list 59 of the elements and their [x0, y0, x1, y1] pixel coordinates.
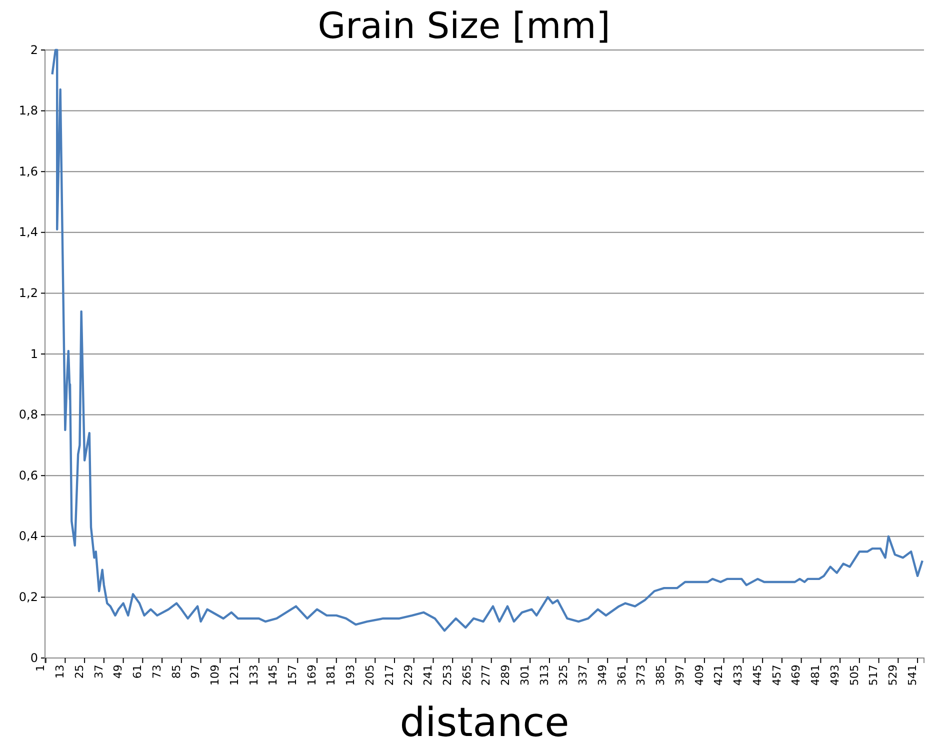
x-tick-label: 13: [54, 664, 67, 679]
x-tick-label: 229: [402, 664, 416, 686]
x-tick-label: 193: [344, 664, 358, 686]
x-tick-label: 25: [72, 664, 86, 679]
x-tick-label: 457: [770, 664, 784, 686]
x-tick-label: 61: [131, 664, 144, 679]
x-tick-label: 49: [112, 664, 125, 679]
x-tick-label: 157: [286, 664, 299, 686]
x-tick-label: 445: [750, 664, 764, 686]
x-tick-label: 145: [266, 664, 280, 686]
x-tick-label: 481: [809, 664, 822, 686]
x-tick-label: 493: [828, 664, 842, 686]
x-tick-label: 421: [712, 664, 726, 686]
y-tick-label: 0: [30, 650, 38, 665]
y-tick-label: 1,8: [18, 104, 38, 118]
x-tick-label: 217: [382, 664, 396, 686]
x-tick-label: 349: [596, 664, 609, 686]
x-tick-label: 409: [692, 664, 706, 686]
x-tick-label: 397: [673, 664, 686, 686]
x-tick-label: 361: [615, 664, 628, 686]
x-tick-label: 121: [228, 664, 241, 686]
x-tick-label: 265: [460, 664, 474, 686]
y-tick-label: 2: [30, 42, 38, 57]
x-tick-label: 337: [576, 664, 590, 686]
y-tick-label: 0,4: [18, 529, 38, 544]
y-tick-label: 1,2: [18, 286, 38, 300]
x-tick-label: 169: [305, 664, 318, 686]
y-tick-label: 1,6: [18, 164, 38, 178]
x-tick-label: 181: [324, 664, 338, 686]
x-tick-label: 385: [654, 664, 668, 686]
x-tick-label: 289: [499, 664, 512, 686]
x-tick-label: 205: [363, 664, 376, 686]
x-tick-label: 97: [189, 664, 202, 679]
y-tick-label: 0,6: [18, 468, 38, 482]
x-tick-label: 505: [848, 664, 861, 686]
x-tick-label: 241: [422, 664, 435, 686]
x-tick-label: 85: [170, 664, 183, 679]
y-tick-label: 1: [30, 346, 38, 361]
x-tick-label: 325: [557, 664, 570, 686]
x-tick-label: 109: [208, 664, 222, 686]
x-tick-label: 529: [886, 664, 900, 686]
x-tick-label: 133: [247, 664, 260, 686]
x-tick-label: 73: [150, 664, 164, 679]
y-tick-label: 0,2: [18, 590, 38, 604]
y-tick-label: 0,8: [18, 408, 38, 422]
x-tick-label: 541: [906, 664, 919, 686]
x-tick-label: 517: [867, 664, 880, 686]
y-tick-label: 1,4: [18, 225, 38, 240]
x-tick-label: 469: [790, 664, 803, 686]
x-tick-label: 277: [480, 664, 493, 686]
x-tick-label: 373: [634, 664, 648, 686]
x-tick-label: 37: [92, 664, 106, 679]
x-tick-label: 253: [440, 664, 454, 686]
x-tick-label: 313: [538, 664, 551, 686]
line-series: [51, 48, 924, 632]
x-tick-label: 433: [732, 664, 745, 686]
chart-title: Grain Size [mm]: [318, 6, 610, 47]
x-tick-label: 301: [518, 664, 532, 686]
x-axis-title: distance: [400, 700, 570, 744]
